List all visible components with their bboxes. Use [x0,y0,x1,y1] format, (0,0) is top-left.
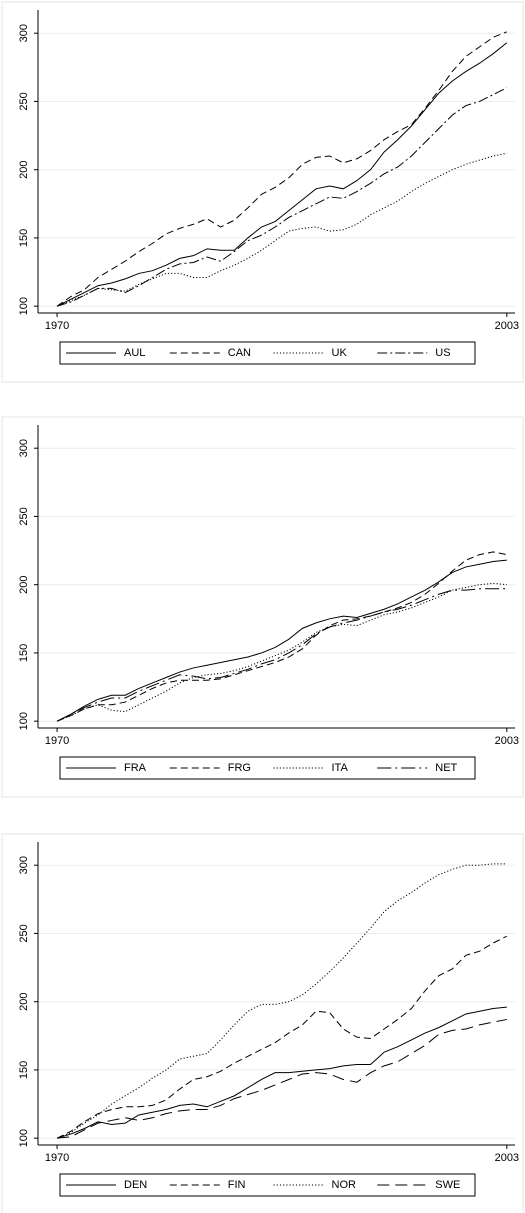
series-line [56,31,508,307]
panel-frame [1,833,524,1213]
y-tick-label: 100 [18,297,30,315]
series-line [56,935,508,1139]
x-tick-label: 2003 [495,1152,519,1164]
series-line [56,551,507,722]
legend-label: AUL [124,347,145,359]
y-tick-label: 100 [18,712,30,730]
legend-label: FIN [228,1179,246,1191]
y-tick-label: 200 [18,993,30,1011]
series-line [56,559,507,722]
y-tick-label: 150 [18,1061,30,1079]
y-tick-label: 200 [18,576,30,594]
y-tick-label: 100 [18,1129,30,1147]
x-tick-label: 1970 [45,735,69,747]
series-line [56,152,507,307]
legend-label: US [435,347,450,359]
x-tick-label: 1970 [45,320,69,332]
series-line [56,42,508,307]
series-line [56,588,507,722]
x-tick-label: 2003 [495,320,519,332]
panel-frame [1,1,524,383]
y-tick-label: 300 [18,439,30,457]
legend-label: SWE [435,1179,460,1191]
series-line [56,1006,507,1139]
legend-box [59,1173,476,1197]
legend-label: FRG [228,762,251,774]
series-line [56,87,508,307]
y-tick-label: 300 [18,24,30,42]
y-tick-label: 250 [18,924,30,942]
legend-label: NET [435,762,457,774]
legend-label: NOR [332,1179,357,1191]
y-tick-label: 250 [18,507,30,525]
legend-label: UK [332,347,348,359]
legend-box [59,341,476,365]
y-tick-label: 200 [18,161,30,179]
x-tick-label: 1970 [45,1152,69,1164]
y-tick-label: 250 [18,92,30,110]
legend-label: DEN [124,1179,147,1191]
legend-label: FRA [124,762,147,774]
y-tick-label: 300 [18,856,30,874]
y-tick-label: 150 [18,229,30,247]
panel-frame [1,416,524,798]
series-line [57,1018,507,1139]
series-line [56,863,507,1139]
legend-box [59,756,476,780]
legend-label: CAN [228,347,251,359]
x-tick-label: 2003 [495,735,519,747]
y-tick-label: 150 [18,644,30,662]
series-line [56,582,507,722]
legend-label: ITA [332,762,349,774]
